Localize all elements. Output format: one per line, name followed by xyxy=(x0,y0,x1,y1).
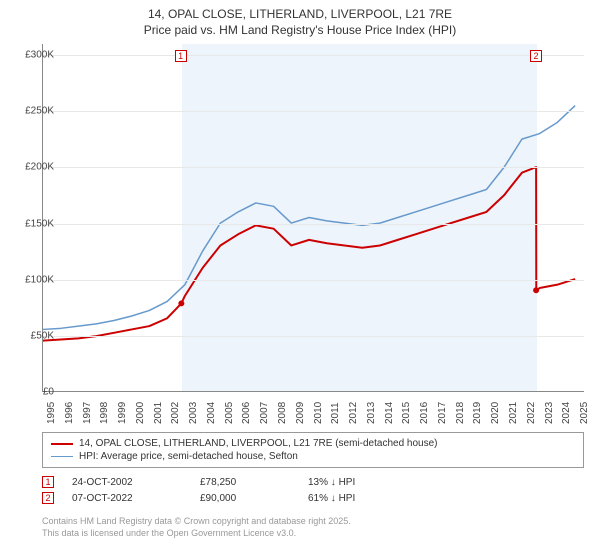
title-line1: 14, OPAL CLOSE, LITHERLAND, LIVERPOOL, L… xyxy=(0,6,600,22)
x-tick-label: 2002 xyxy=(170,402,181,424)
x-tick-label: 2000 xyxy=(135,402,146,424)
chart-container: 14, OPAL CLOSE, LITHERLAND, LIVERPOOL, L… xyxy=(0,0,600,560)
x-tick-label: 2019 xyxy=(472,402,483,424)
event-marker: 2 xyxy=(42,492,54,504)
y-tick-label: £150K xyxy=(14,218,54,229)
y-tick-label: £200K xyxy=(14,162,54,173)
x-tick-label: 2001 xyxy=(153,402,164,424)
event-row: 2 07-OCT-2022 £90,000 61% ↓ HPI xyxy=(42,492,355,504)
gridline-h xyxy=(43,224,584,225)
x-tick-label: 1999 xyxy=(117,402,128,424)
y-tick-label: £250K xyxy=(14,106,54,117)
gridline-h xyxy=(43,111,584,112)
y-tick-label: £50K xyxy=(14,330,54,341)
event-row: 1 24-OCT-2002 £78,250 13% ↓ HPI xyxy=(42,476,355,488)
x-tick-label: 2012 xyxy=(348,402,359,424)
footer-line2: This data is licensed under the Open Gov… xyxy=(42,528,351,540)
plot-svg xyxy=(43,44,584,391)
sale-marker-box-1: 1 xyxy=(175,50,187,62)
y-tick-label: £300K xyxy=(14,50,54,61)
x-tick-label: 2006 xyxy=(241,402,252,424)
x-tick-label: 2008 xyxy=(277,402,288,424)
y-tick-label: £0 xyxy=(14,387,54,398)
x-tick-label: 2023 xyxy=(544,402,555,424)
x-tick-label: 2007 xyxy=(259,402,270,424)
sale-marker-dot xyxy=(178,300,184,306)
legend-swatch xyxy=(51,443,73,445)
x-tick-label: 2021 xyxy=(508,402,519,424)
legend-item: HPI: Average price, semi-detached house,… xyxy=(51,450,575,463)
x-tick-label: 2016 xyxy=(419,402,430,424)
x-tick-label: 2004 xyxy=(206,402,217,424)
x-tick-label: 1996 xyxy=(64,402,75,424)
legend-box: 14, OPAL CLOSE, LITHERLAND, LIVERPOOL, L… xyxy=(42,432,584,468)
x-tick-label: 2025 xyxy=(579,402,590,424)
series-hpi xyxy=(43,106,575,330)
x-tick-label: 1995 xyxy=(46,402,57,424)
event-delta: 61% ↓ HPI xyxy=(308,493,355,504)
event-price: £90,000 xyxy=(200,493,290,504)
title-line2: Price paid vs. HM Land Registry's House … xyxy=(0,22,600,38)
x-tick-label: 2010 xyxy=(313,402,324,424)
x-tick-label: 2005 xyxy=(224,402,235,424)
x-tick-label: 2018 xyxy=(455,402,466,424)
x-tick-label: 2022 xyxy=(526,402,537,424)
legend-label: HPI: Average price, semi-detached house,… xyxy=(79,451,298,462)
gridline-h xyxy=(43,280,584,281)
legend-swatch xyxy=(51,456,73,457)
x-tick-label: 2014 xyxy=(384,402,395,424)
legend-item: 14, OPAL CLOSE, LITHERLAND, LIVERPOOL, L… xyxy=(51,437,575,450)
x-tick-label: 2017 xyxy=(437,402,448,424)
series-price_paid xyxy=(43,167,575,341)
x-tick-label: 1998 xyxy=(99,402,110,424)
x-tick-label: 2015 xyxy=(401,402,412,424)
gridline-h xyxy=(43,167,584,168)
footer-attribution: Contains HM Land Registry data © Crown c… xyxy=(42,516,351,539)
legend-label: 14, OPAL CLOSE, LITHERLAND, LIVERPOOL, L… xyxy=(79,438,438,449)
title-block: 14, OPAL CLOSE, LITHERLAND, LIVERPOOL, L… xyxy=(0,0,600,38)
sale-marker-box-2: 2 xyxy=(530,50,542,62)
plot-area xyxy=(42,44,584,392)
x-tick-label: 2003 xyxy=(188,402,199,424)
events-table: 1 24-OCT-2002 £78,250 13% ↓ HPI 2 07-OCT-2022… xyxy=(42,476,355,508)
x-tick-label: 2009 xyxy=(295,402,306,424)
event-date: 24-OCT-2002 xyxy=(72,477,182,488)
footer-line1: Contains HM Land Registry data © Crown c… xyxy=(42,516,351,528)
y-tick-label: £100K xyxy=(14,274,54,285)
event-date: 07-OCT-2022 xyxy=(72,493,182,504)
sale-marker-dot xyxy=(533,287,539,293)
x-tick-label: 1997 xyxy=(82,402,93,424)
x-tick-label: 2013 xyxy=(366,402,377,424)
gridline-h xyxy=(43,336,584,337)
gridline-h xyxy=(43,55,584,56)
event-price: £78,250 xyxy=(200,477,290,488)
x-tick-label: 2011 xyxy=(330,402,341,424)
x-tick-label: 2024 xyxy=(561,402,572,424)
x-tick-label: 2020 xyxy=(490,402,501,424)
event-marker: 1 xyxy=(42,476,54,488)
event-delta: 13% ↓ HPI xyxy=(308,477,355,488)
